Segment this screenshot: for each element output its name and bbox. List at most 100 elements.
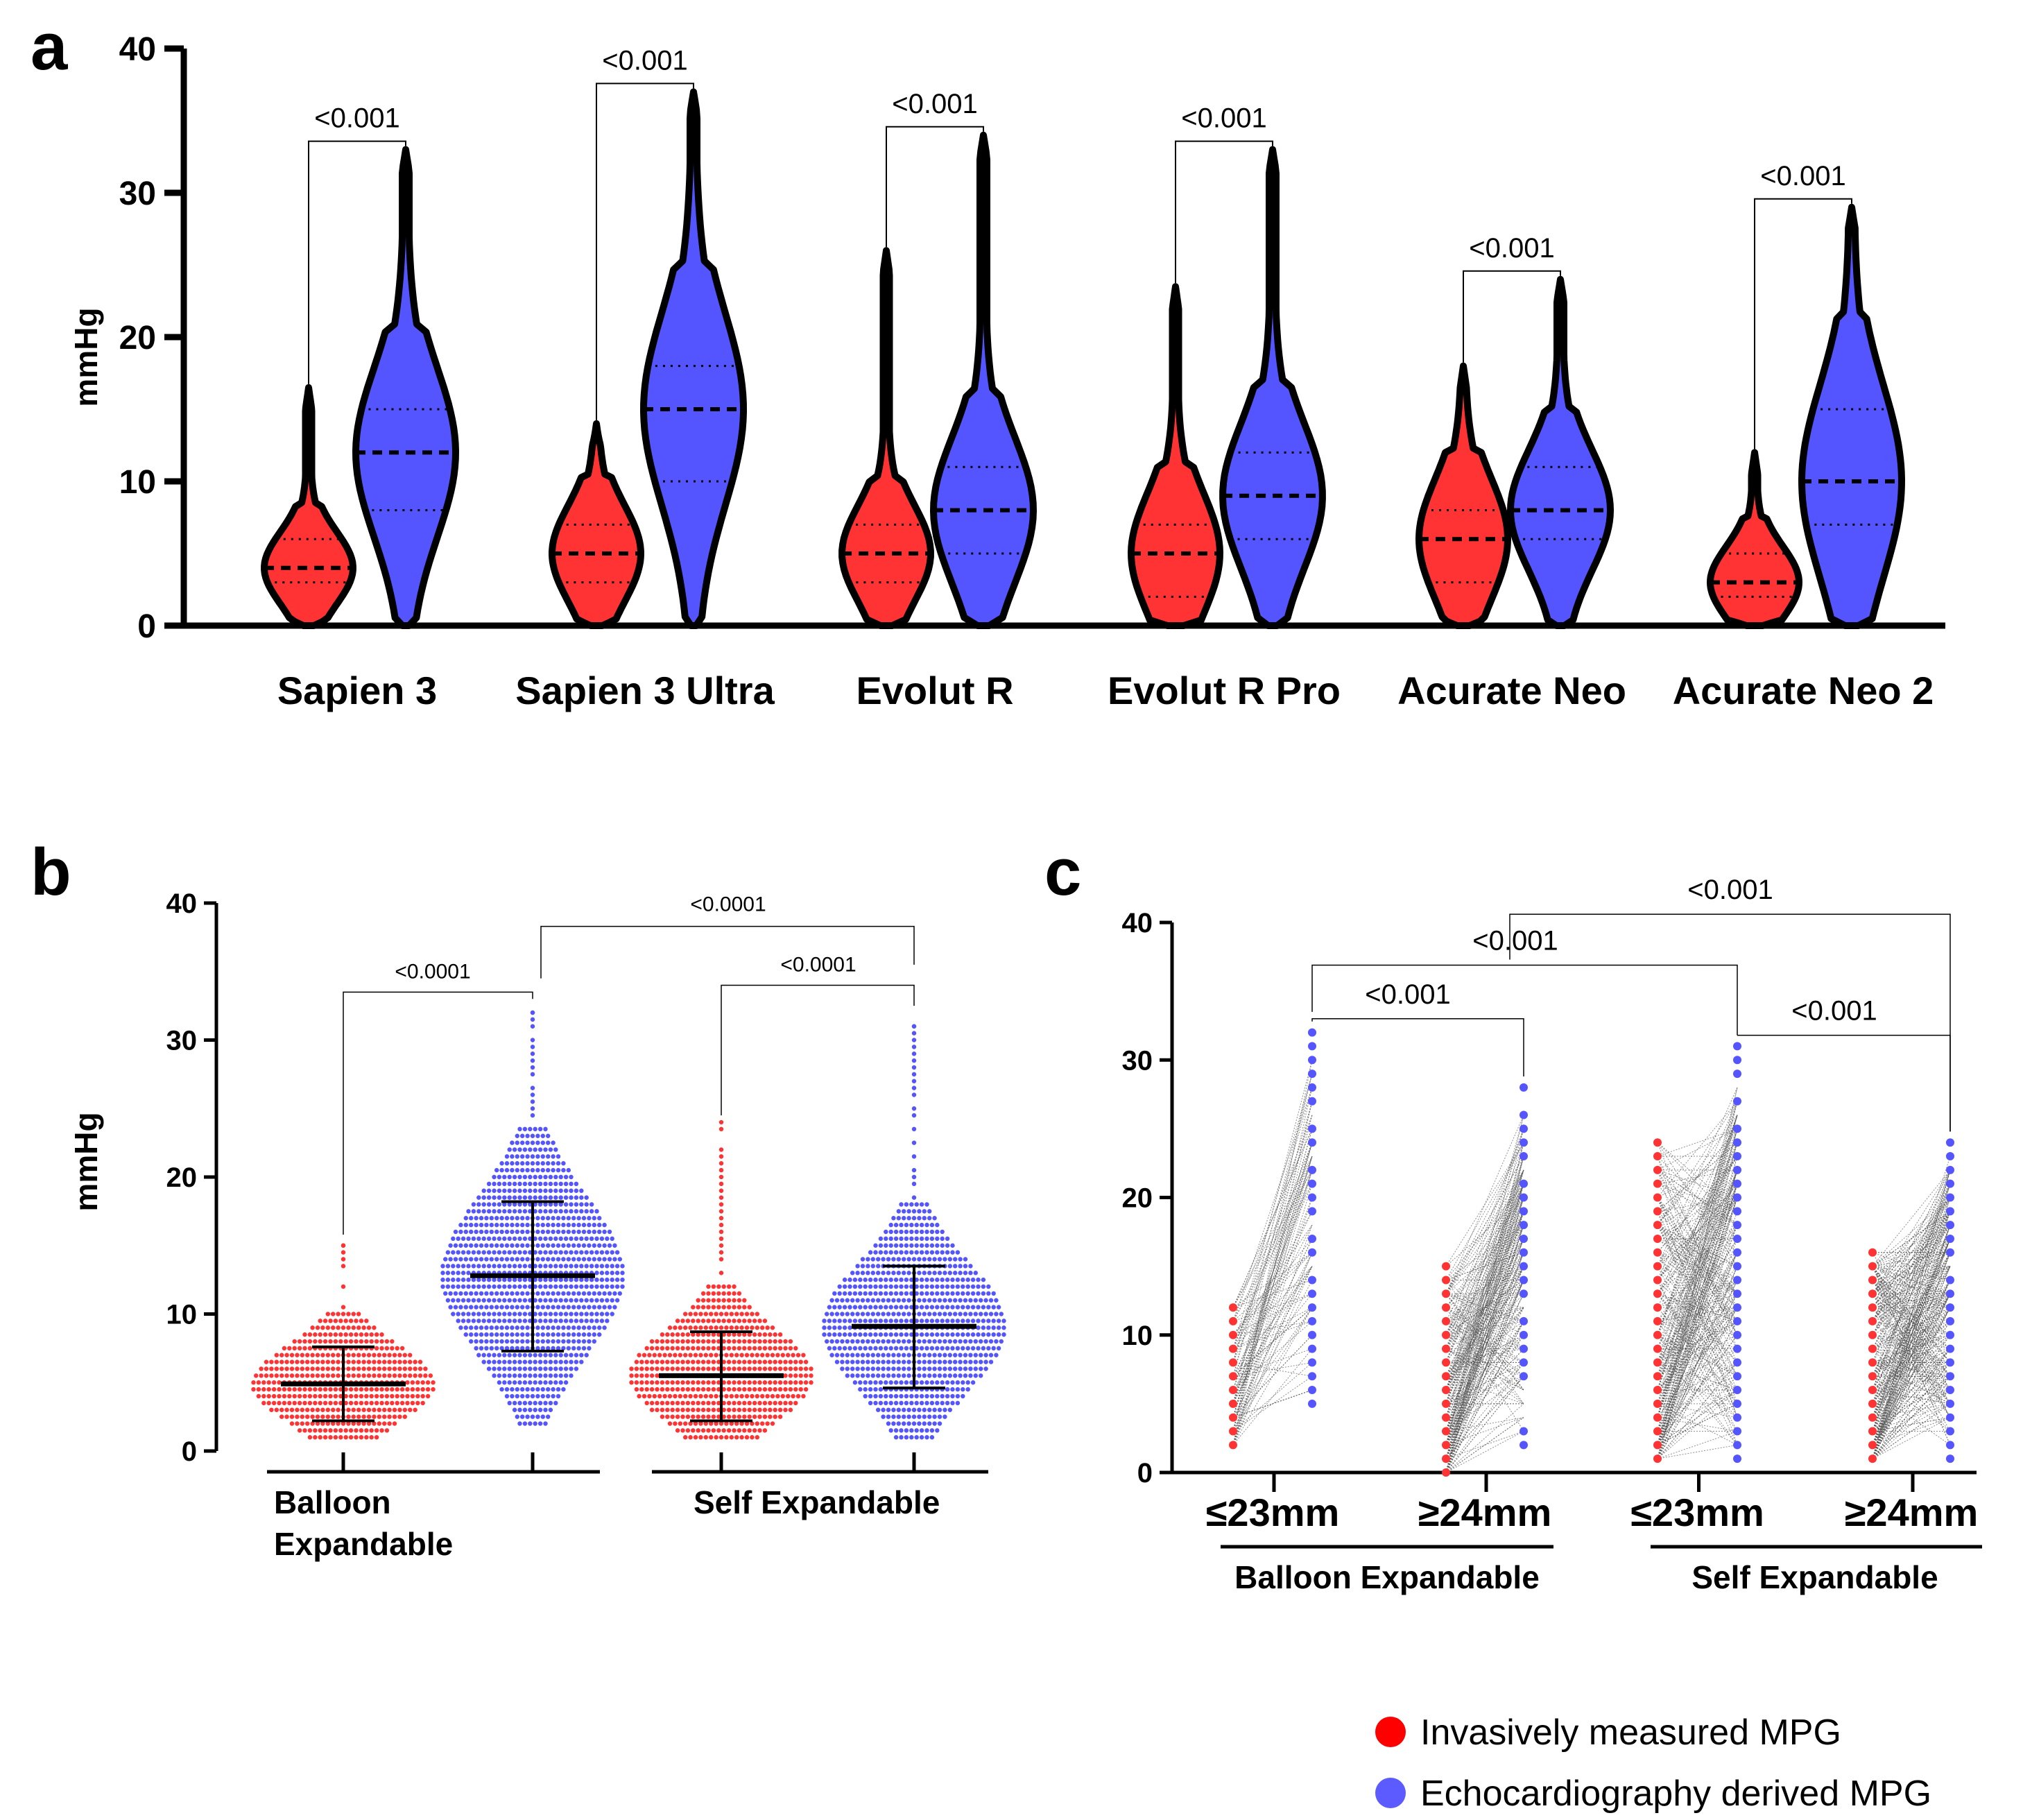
panel-b-point xyxy=(917,1216,922,1221)
panel-b-point xyxy=(395,1400,399,1406)
panel-b-point xyxy=(515,1167,519,1173)
panel-b-point xyxy=(571,1222,576,1228)
panel-b-point xyxy=(460,1271,466,1276)
panel-c-pair-line xyxy=(1657,1197,1738,1363)
panel-b-point xyxy=(504,1257,510,1262)
panel-c-point-invasive xyxy=(1229,1441,1237,1450)
panel-b-point xyxy=(904,1346,909,1351)
panel-b-point xyxy=(517,1126,522,1132)
panel-c-pair-line xyxy=(1232,1348,1313,1377)
panel-b-point xyxy=(486,1250,492,1255)
panel-b-point xyxy=(935,1393,940,1399)
panel-b-point xyxy=(718,1216,724,1221)
panel-b-point xyxy=(706,1339,711,1344)
panel-b-point xyxy=(935,1236,940,1242)
panel-a-pvalue-bracket xyxy=(886,126,984,248)
panel-b-point xyxy=(732,1305,737,1310)
panel-b-point xyxy=(850,1359,855,1364)
panel-c-pair-line xyxy=(1445,1280,1524,1473)
panel-c-pair-line xyxy=(1872,1362,1951,1405)
panel-b-point xyxy=(274,1373,279,1378)
panel-b-point xyxy=(589,1312,594,1316)
panel-c-pair-line xyxy=(1872,1238,1951,1445)
panel-b-point xyxy=(698,1325,703,1330)
panel-b-point xyxy=(515,1332,519,1337)
panel-b-point xyxy=(994,1353,999,1357)
panel-b-point xyxy=(405,1380,410,1385)
panel-c-pair-line xyxy=(1872,1224,1951,1267)
panel-c-pair-line xyxy=(1872,1280,1951,1336)
panel-b-point xyxy=(937,1407,942,1412)
panel-b-point xyxy=(402,1373,407,1378)
panel-b-point xyxy=(348,1339,354,1344)
panel-b-point xyxy=(277,1400,282,1406)
panel-b-point xyxy=(359,1435,364,1440)
panel-b-point xyxy=(546,1305,551,1310)
panel-c-point-invasive xyxy=(1442,1454,1450,1463)
panel-b-point xyxy=(955,1332,961,1337)
panel-b-point xyxy=(540,1243,545,1248)
panel-b-point xyxy=(581,1325,587,1330)
panel-b-point xyxy=(512,1400,517,1406)
panel-b-point xyxy=(484,1216,489,1221)
panel-b-point xyxy=(876,1271,881,1276)
panel-c-point-invasive xyxy=(1653,1179,1662,1188)
panel-b-point xyxy=(911,1181,917,1187)
panel-b-point xyxy=(333,1435,338,1440)
panel-c-point-echo xyxy=(1733,1454,1741,1463)
panel-b-point xyxy=(579,1353,584,1357)
panel-c-point-invasive xyxy=(1653,1248,1662,1257)
panel-b-point xyxy=(431,1387,436,1392)
panel-b-point xyxy=(535,1133,540,1138)
panel-b-point xyxy=(502,1195,507,1200)
panel-b-point xyxy=(950,1277,955,1282)
panel-b-point xyxy=(569,1174,574,1180)
panel-b-point xyxy=(295,1353,300,1357)
panel-b-point xyxy=(886,1271,891,1276)
panel-b-point xyxy=(507,1380,512,1385)
panel-b-point xyxy=(703,1312,708,1316)
panel-b-point xyxy=(481,1277,486,1282)
panel-b-point xyxy=(855,1339,860,1344)
panel-b-point xyxy=(860,1339,866,1344)
panel-b-point xyxy=(718,1147,724,1152)
panel-b-point xyxy=(973,1359,979,1364)
panel-c-point-invasive xyxy=(1653,1221,1662,1230)
panel-b-point xyxy=(850,1366,855,1371)
panel-b-point xyxy=(742,1339,747,1344)
panel-b-point xyxy=(476,1319,481,1323)
panel-b-point xyxy=(528,1264,533,1269)
panel-b-point xyxy=(803,1380,809,1385)
panel-c-point-echo xyxy=(1733,1441,1741,1450)
panel-b-point xyxy=(492,1209,497,1214)
panel-b-point xyxy=(911,1421,917,1426)
panel-b-point xyxy=(533,1195,537,1200)
panel-b-point xyxy=(533,1250,537,1255)
panel-b-point xyxy=(279,1407,284,1412)
panel-b-point xyxy=(395,1387,399,1392)
panel-b-point xyxy=(287,1393,292,1399)
panel-b-point xyxy=(535,1387,540,1392)
panel-b-point xyxy=(922,1312,927,1316)
panel-b-point xyxy=(520,1387,525,1392)
panel-b-point xyxy=(700,1428,706,1433)
panel-b-point xyxy=(979,1298,983,1303)
panel-b-point xyxy=(726,1387,732,1392)
panel-c-point-echo xyxy=(1308,1028,1316,1037)
panel-b-point xyxy=(338,1393,343,1399)
panel-b-point xyxy=(543,1174,548,1180)
panel-b-point xyxy=(724,1393,729,1399)
panel-b-point xyxy=(655,1400,660,1406)
panel-b-point xyxy=(499,1305,504,1310)
panel-b-point xyxy=(706,1366,711,1371)
panel-c-point-echo xyxy=(1308,1193,1316,1202)
legend-invasive-label: Invasively measured MPG xyxy=(1420,1712,1841,1753)
panel-b-point xyxy=(884,1380,888,1385)
panel-b-point xyxy=(408,1373,413,1378)
panel-b-point xyxy=(950,1284,955,1289)
panel-b-point xyxy=(927,1271,932,1276)
panel-b-point xyxy=(469,1305,474,1310)
panel-b-point xyxy=(469,1229,474,1235)
panel-c-pair-line xyxy=(1657,1156,1738,1198)
panel-b-point xyxy=(788,1380,793,1385)
